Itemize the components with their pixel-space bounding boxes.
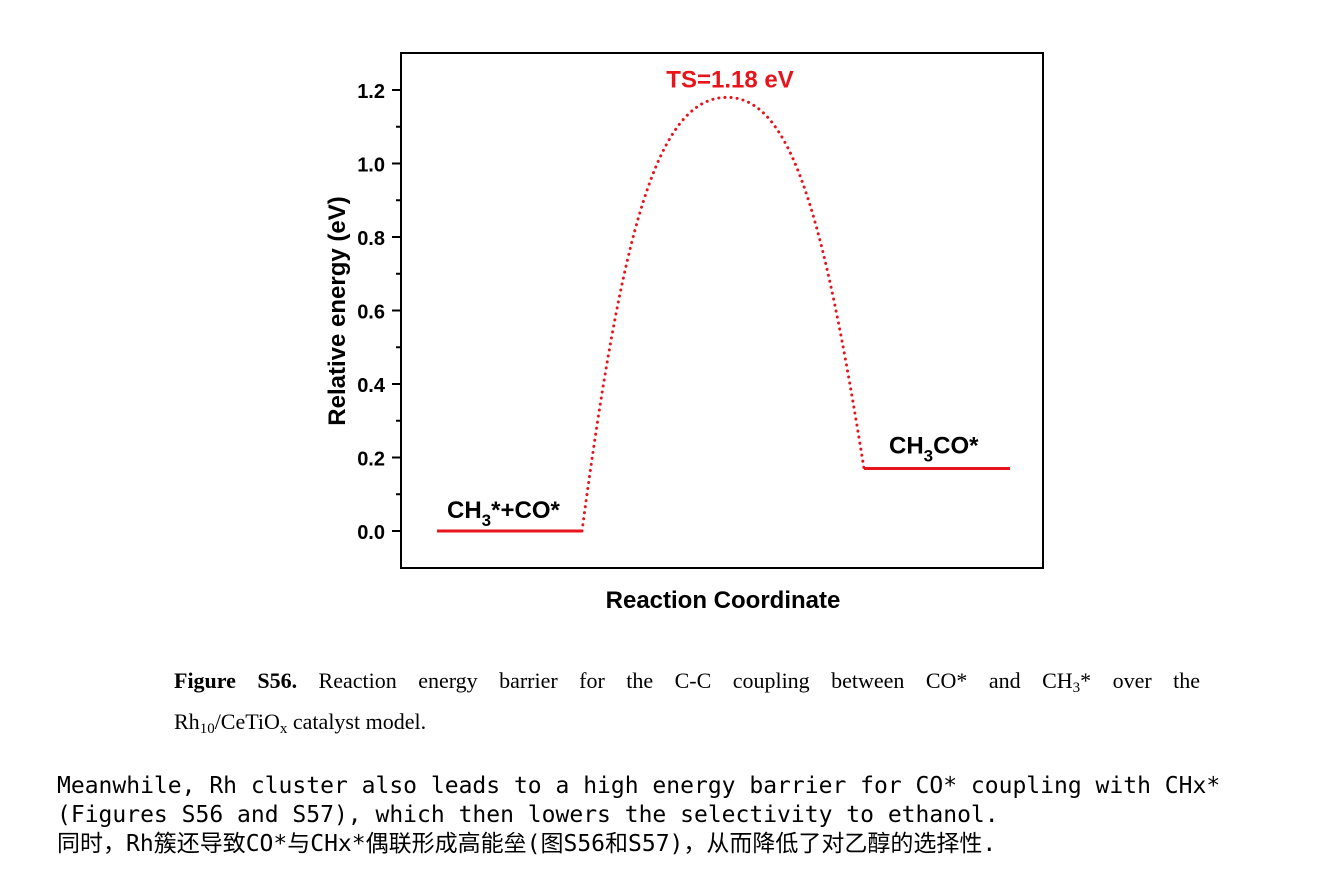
caption-rh: Rh (174, 709, 200, 734)
caption-cetio: /CeTiO (214, 709, 280, 734)
caption-sub-1: 3 (1072, 680, 1081, 696)
caption-text-1: Reaction energy barrier for the C-C coup… (297, 668, 1073, 693)
caption-line-2: Rh10/CeTiOx catalyst model. (174, 709, 427, 737)
body-line-2: (Figures S56 and S57), which then lowers… (57, 802, 999, 828)
transition-state-label: TS=1.18 eV (666, 66, 793, 93)
y-axis-ticks: 0.0 0.2 0.4 0.6 0.8 1.0 1.2 (357, 81, 401, 544)
body-paragraph: Meanwhile, Rh cluster also leads to a hi… (57, 772, 1327, 859)
plot-frame (400, 52, 1044, 569)
x-axis-label: Reaction Coordinate (606, 587, 841, 614)
caption-text-1-end: * over the (1080, 668, 1200, 693)
figure-caption: Figure S56. Reaction energy barrier for … (174, 660, 1200, 742)
figure-label: Figure S56. (174, 668, 298, 693)
y-axis-label: Relative energy (eV) (324, 196, 351, 425)
caption-sub-x: x (279, 721, 288, 737)
y-tick-label-1: 0.2 (357, 449, 385, 471)
caption-sub-10: 10 (199, 721, 215, 737)
caption-line-1: Figure S56. Reaction energy barrier for … (174, 660, 1200, 701)
initial-state-label: CH3*+CO* (447, 497, 560, 530)
y-tick-label-6: 1.2 (357, 81, 385, 103)
transition-state-curve (580, 95, 866, 533)
y-tick-label-4: 0.8 (357, 228, 385, 250)
caption-end: catalyst model. (287, 709, 427, 734)
y-tick-label-2: 0.4 (357, 375, 386, 397)
body-line-3: 同时，Rh簇还导致CO*与CHx*偶联形成高能垒(图S56和S57)，从而降低了… (57, 831, 997, 857)
y-tick-label-5: 1.0 (357, 155, 385, 177)
y-tick-label-0: 0.0 (357, 522, 385, 544)
y-tick-label-3: 0.6 (357, 302, 385, 324)
body-line-1: Meanwhile, Rh cluster also leads to a hi… (57, 773, 1221, 799)
final-state-label: CH3CO* (889, 433, 979, 466)
energy-profile-chart: 0.0 0.2 0.4 0.6 0.8 1.0 1.2 Relative energy (e… (324, 52, 1044, 614)
